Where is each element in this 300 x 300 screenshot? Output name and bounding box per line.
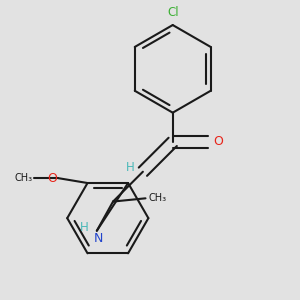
Text: CH₃: CH₃ bbox=[149, 193, 167, 203]
Text: O: O bbox=[47, 172, 57, 185]
Text: H: H bbox=[80, 221, 89, 234]
Text: N: N bbox=[94, 232, 103, 245]
Text: CH₃: CH₃ bbox=[14, 173, 32, 183]
Text: H: H bbox=[126, 161, 135, 174]
Text: Cl: Cl bbox=[167, 5, 178, 19]
Text: O: O bbox=[213, 135, 223, 148]
